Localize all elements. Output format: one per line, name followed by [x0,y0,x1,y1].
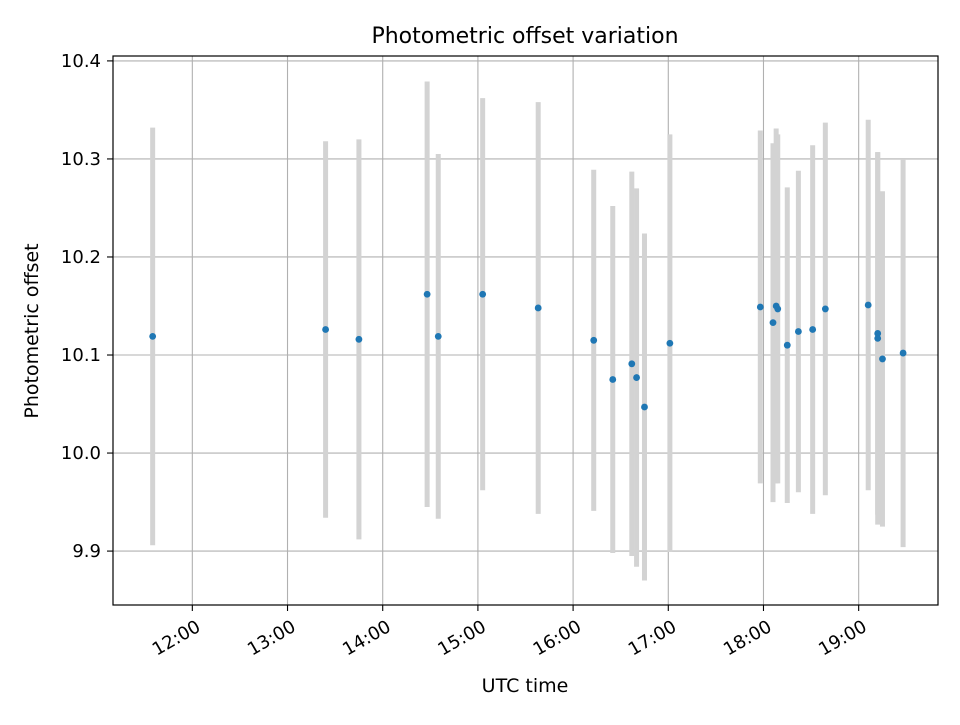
data-point [534,304,542,312]
data-point [809,326,817,333]
data-point [794,328,802,335]
data-point [821,305,829,313]
data-point [783,341,791,349]
data-point [769,319,777,327]
y-tick-label: 10.1 [61,345,101,366]
data-point [423,290,431,298]
y-tick-label: 10.2 [61,247,101,268]
point-layer [149,290,907,411]
data-point [641,403,648,411]
data-point [899,349,907,357]
data-point [864,301,872,309]
data-point [590,336,598,344]
y-tick-label: 10.4 [61,51,101,72]
x-axis-label: UTC time [482,675,569,697]
data-point [879,355,886,363]
data-point [774,305,782,313]
data-point [874,330,882,337]
data-point [756,303,764,311]
data-point [633,374,640,381]
y-tick-label: 10.3 [61,149,101,170]
y-tick-label: 9.9 [72,541,101,562]
chart-title: Photometric offset variation [371,24,678,49]
data-point [434,332,442,340]
data-point [609,376,617,383]
data-point [666,339,674,347]
plot-frame [112,55,939,606]
y-axis-label: Photometric offset [21,243,43,418]
data-point [355,335,363,343]
data-point [628,360,636,368]
y-tick-label: 10.0 [61,443,101,464]
data-point [874,334,882,342]
data-point [479,290,487,298]
data-point [322,326,329,333]
data-point [149,332,157,340]
